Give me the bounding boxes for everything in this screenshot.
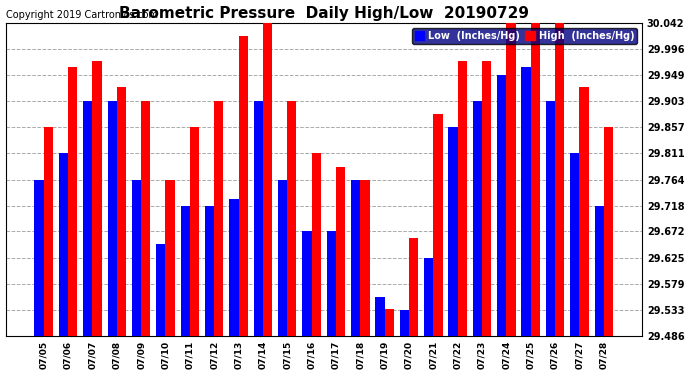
Bar (522, 67, 531, 336)
Bar (400, 310, 409, 336)
Bar (360, 180, 370, 336)
Bar (287, 101, 297, 336)
Bar (141, 101, 150, 336)
Bar (546, 101, 555, 336)
Bar (166, 180, 175, 336)
Bar (604, 127, 613, 336)
Bar (68, 67, 77, 336)
Bar (595, 206, 604, 336)
Legend: Low  (Inches/Hg), High  (Inches/Hg): Low (Inches/Hg), High (Inches/Hg) (412, 28, 637, 44)
Bar (34, 180, 43, 336)
Bar (229, 199, 239, 336)
Bar (302, 231, 312, 336)
Bar (409, 238, 418, 336)
Bar (497, 75, 506, 336)
Bar (384, 309, 394, 336)
Bar (555, 23, 564, 336)
Bar (375, 297, 384, 336)
Bar (326, 231, 336, 336)
Bar (117, 87, 126, 336)
Bar (312, 153, 321, 336)
Bar (181, 206, 190, 336)
Bar (457, 61, 467, 336)
Bar (190, 127, 199, 336)
Bar (531, 23, 540, 336)
Bar (506, 23, 515, 336)
Bar (278, 180, 287, 336)
Bar (263, 23, 272, 336)
Bar (239, 36, 248, 336)
Bar (59, 153, 68, 336)
Bar (424, 258, 433, 336)
Bar (205, 206, 214, 336)
Bar (254, 101, 263, 336)
Bar (132, 180, 141, 336)
Bar (108, 101, 117, 336)
Bar (214, 101, 224, 336)
Bar (43, 127, 53, 336)
Title: Barometric Pressure  Daily High/Low  20190729: Barometric Pressure Daily High/Low 20190… (119, 6, 529, 21)
Bar (92, 61, 101, 336)
Bar (83, 101, 92, 336)
Bar (156, 244, 166, 336)
Bar (570, 153, 580, 336)
Bar (433, 114, 442, 336)
Bar (580, 87, 589, 336)
Bar (448, 127, 457, 336)
Bar (473, 101, 482, 336)
Bar (482, 61, 491, 336)
Bar (336, 167, 345, 336)
Text: Copyright 2019 Cartronics.com: Copyright 2019 Cartronics.com (6, 10, 157, 20)
Bar (351, 180, 360, 336)
